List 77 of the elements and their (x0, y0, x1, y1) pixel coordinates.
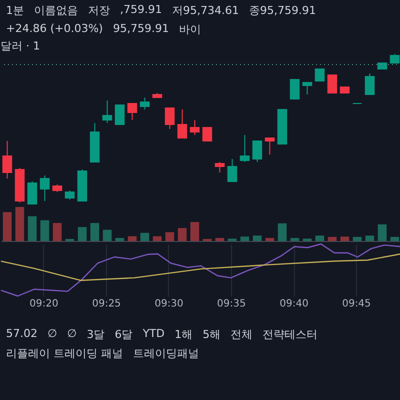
bar (278, 223, 287, 241)
candlestick (127, 103, 138, 120)
x-tick-label: 09:20 (30, 298, 58, 310)
text: 저장 (88, 3, 110, 18)
candlestick (164, 108, 175, 130)
bar (328, 236, 337, 241)
candlestick (240, 134, 250, 162)
candlestick (2, 140, 12, 179)
text: 트레이딩패널 (133, 346, 199, 361)
bar (15, 207, 24, 241)
text: 리플레이 트레이딩 패널 (6, 346, 123, 361)
bar (190, 222, 200, 241)
bar (152, 236, 162, 241)
text: YTD (142, 327, 165, 342)
chart-title: 달러 · 1 (0, 40, 40, 52)
candlestick (114, 104, 125, 125)
bar (28, 216, 37, 241)
bar (40, 220, 50, 241)
bar (390, 236, 400, 241)
bar (90, 222, 100, 241)
bar (178, 228, 187, 241)
bar (265, 238, 274, 241)
text: 전체 (230, 327, 253, 342)
bar (140, 232, 150, 241)
bar (215, 238, 224, 241)
x-tick-label: 09:35 (217, 298, 246, 310)
bar (352, 236, 362, 241)
x-tick-label: 09:45 (342, 298, 371, 310)
text: 저95,734.61 (172, 3, 239, 18)
x-tick-label: 09:30 (154, 298, 184, 310)
candlestick (252, 140, 262, 162)
candlestick (102, 100, 112, 124)
candlestick (290, 79, 300, 100)
candlestick (190, 120, 200, 136)
text: 3달 (86, 327, 105, 342)
bar (78, 227, 87, 241)
bar (378, 224, 387, 241)
text: 57.02 (6, 327, 38, 342)
bar (52, 222, 62, 241)
text: ,759.91 (120, 3, 162, 18)
text: ∅ (48, 327, 58, 342)
candlestick (264, 138, 275, 155)
text: 5해 (202, 327, 221, 342)
bar (115, 238, 124, 241)
text: 95,759.91 (112, 22, 169, 37)
text: ∅ (67, 327, 77, 342)
candlestick (314, 68, 325, 82)
text: 이름없음 (34, 3, 78, 18)
text: 전략테스터 (262, 327, 318, 342)
bar (240, 236, 250, 241)
bar (365, 236, 374, 241)
candlestick (202, 127, 212, 142)
text: +24.86 (+0.03%) (6, 22, 103, 37)
text: 종95,759.91 (248, 3, 316, 18)
candlestick (327, 74, 338, 94)
candlestick (40, 175, 50, 202)
text: 1분 (6, 3, 24, 18)
bar (2, 212, 12, 241)
text: 바이 (178, 22, 201, 37)
bar (290, 238, 300, 241)
text: 1해 (174, 327, 193, 342)
bar (315, 236, 324, 241)
candlestick (177, 109, 188, 138)
bar (165, 232, 174, 241)
candlestick (302, 82, 312, 95)
bar (128, 236, 137, 241)
candlestick (364, 73, 375, 95)
bar (102, 230, 112, 241)
candlestick (140, 97, 150, 110)
x-tick-label: 09:25 (92, 298, 121, 310)
bar (252, 236, 262, 241)
candlestick (214, 162, 225, 173)
text: 6달 (114, 327, 133, 342)
candlestick (227, 158, 238, 182)
bar (340, 236, 350, 241)
candlestick (27, 181, 38, 204)
x-tick-label: 09:40 (280, 298, 308, 310)
